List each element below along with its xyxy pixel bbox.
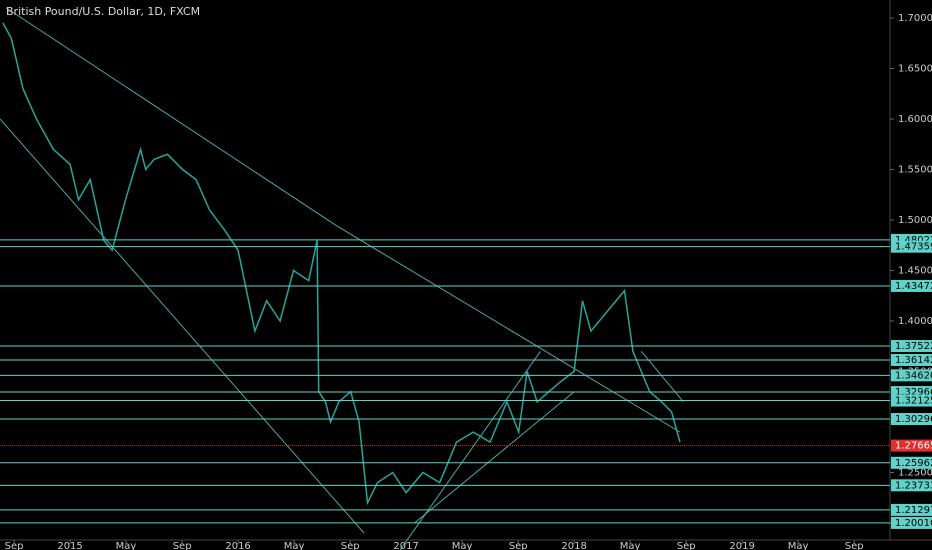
current-price-box: [891, 439, 932, 452]
level-label-box: [891, 516, 932, 529]
level-label: 1.25962: [895, 458, 932, 469]
x-tick-label: 2019: [729, 541, 754, 550]
level-label-box: [891, 503, 932, 516]
y-tick-label: 1.40000: [898, 316, 932, 327]
x-tick-label: May: [452, 541, 473, 550]
plot: [0, 7, 890, 550]
x-tick-label: 2016: [225, 541, 250, 550]
x-tick-label: Sep: [509, 541, 528, 550]
level-label-box: [891, 394, 932, 407]
level-label-box: [891, 240, 932, 253]
x-tick-label: 2017: [393, 541, 418, 550]
level-label-box: [891, 279, 932, 292]
level-label: 1.20010: [895, 518, 932, 529]
x-tick-label: May: [284, 541, 305, 550]
y-tick-label: 1.50000: [898, 215, 932, 226]
y-tick-label: 1.55000: [898, 164, 932, 175]
axes: 1.70000 1.65000 1.60000 1.55000 1.50000 1.450…: [5, 13, 932, 550]
trend-line: [414, 391, 575, 524]
level-label: 1.43472: [895, 281, 932, 292]
level-label: 1.34620: [895, 370, 932, 381]
chart-title: British Pound/U.S. Dollar, 1D, FXCM: [6, 5, 200, 18]
y-tick-label: 1.65000: [898, 63, 932, 74]
trend-line: [0, 118, 365, 534]
y-tick-label: 1.70000: [898, 13, 932, 24]
level-label-box: [891, 369, 932, 382]
level-label: 1.47359: [895, 242, 932, 253]
level-label: 1.21297: [895, 505, 932, 516]
x-tick-label: 2018: [561, 541, 586, 550]
level-label: 1.32125: [895, 396, 932, 407]
level-label: 1.30296: [895, 414, 932, 425]
level-label-box: [891, 340, 932, 353]
y-tick-label: 1.60000: [898, 114, 932, 125]
price-line: [2, 22, 681, 506]
x-tick-label: May: [620, 541, 641, 550]
current-price-label: 1.27665: [895, 441, 932, 452]
level-label: 1.48027: [895, 235, 932, 246]
level-label: 1.23733: [895, 480, 932, 491]
trend-line: [399, 351, 541, 550]
x-tick-label: Sep: [173, 541, 192, 550]
x-tick-label: Sep: [845, 541, 864, 550]
x-tick-label: May: [788, 541, 809, 550]
y-tick-label: 1.25000: [898, 468, 932, 479]
x-tick-label: Sep: [341, 541, 360, 550]
trend-line: [5, 7, 336, 226]
level-label: 1.36142: [895, 355, 932, 366]
level-label: 1.37522: [895, 341, 932, 352]
level-label: 1.32966: [895, 387, 932, 398]
level-label-box: [891, 456, 932, 469]
x-tick-label: May: [116, 541, 137, 550]
level-label-box: [891, 413, 932, 426]
level-label-box: [891, 353, 932, 366]
y-tick-label: 1.45000: [898, 266, 932, 277]
x-tick-label: Sep: [677, 541, 696, 550]
trend-line: [335, 224, 681, 433]
level-label-box: [891, 479, 932, 492]
x-tick-label: 2015: [57, 541, 82, 550]
x-tick-label: Sep: [5, 541, 24, 550]
